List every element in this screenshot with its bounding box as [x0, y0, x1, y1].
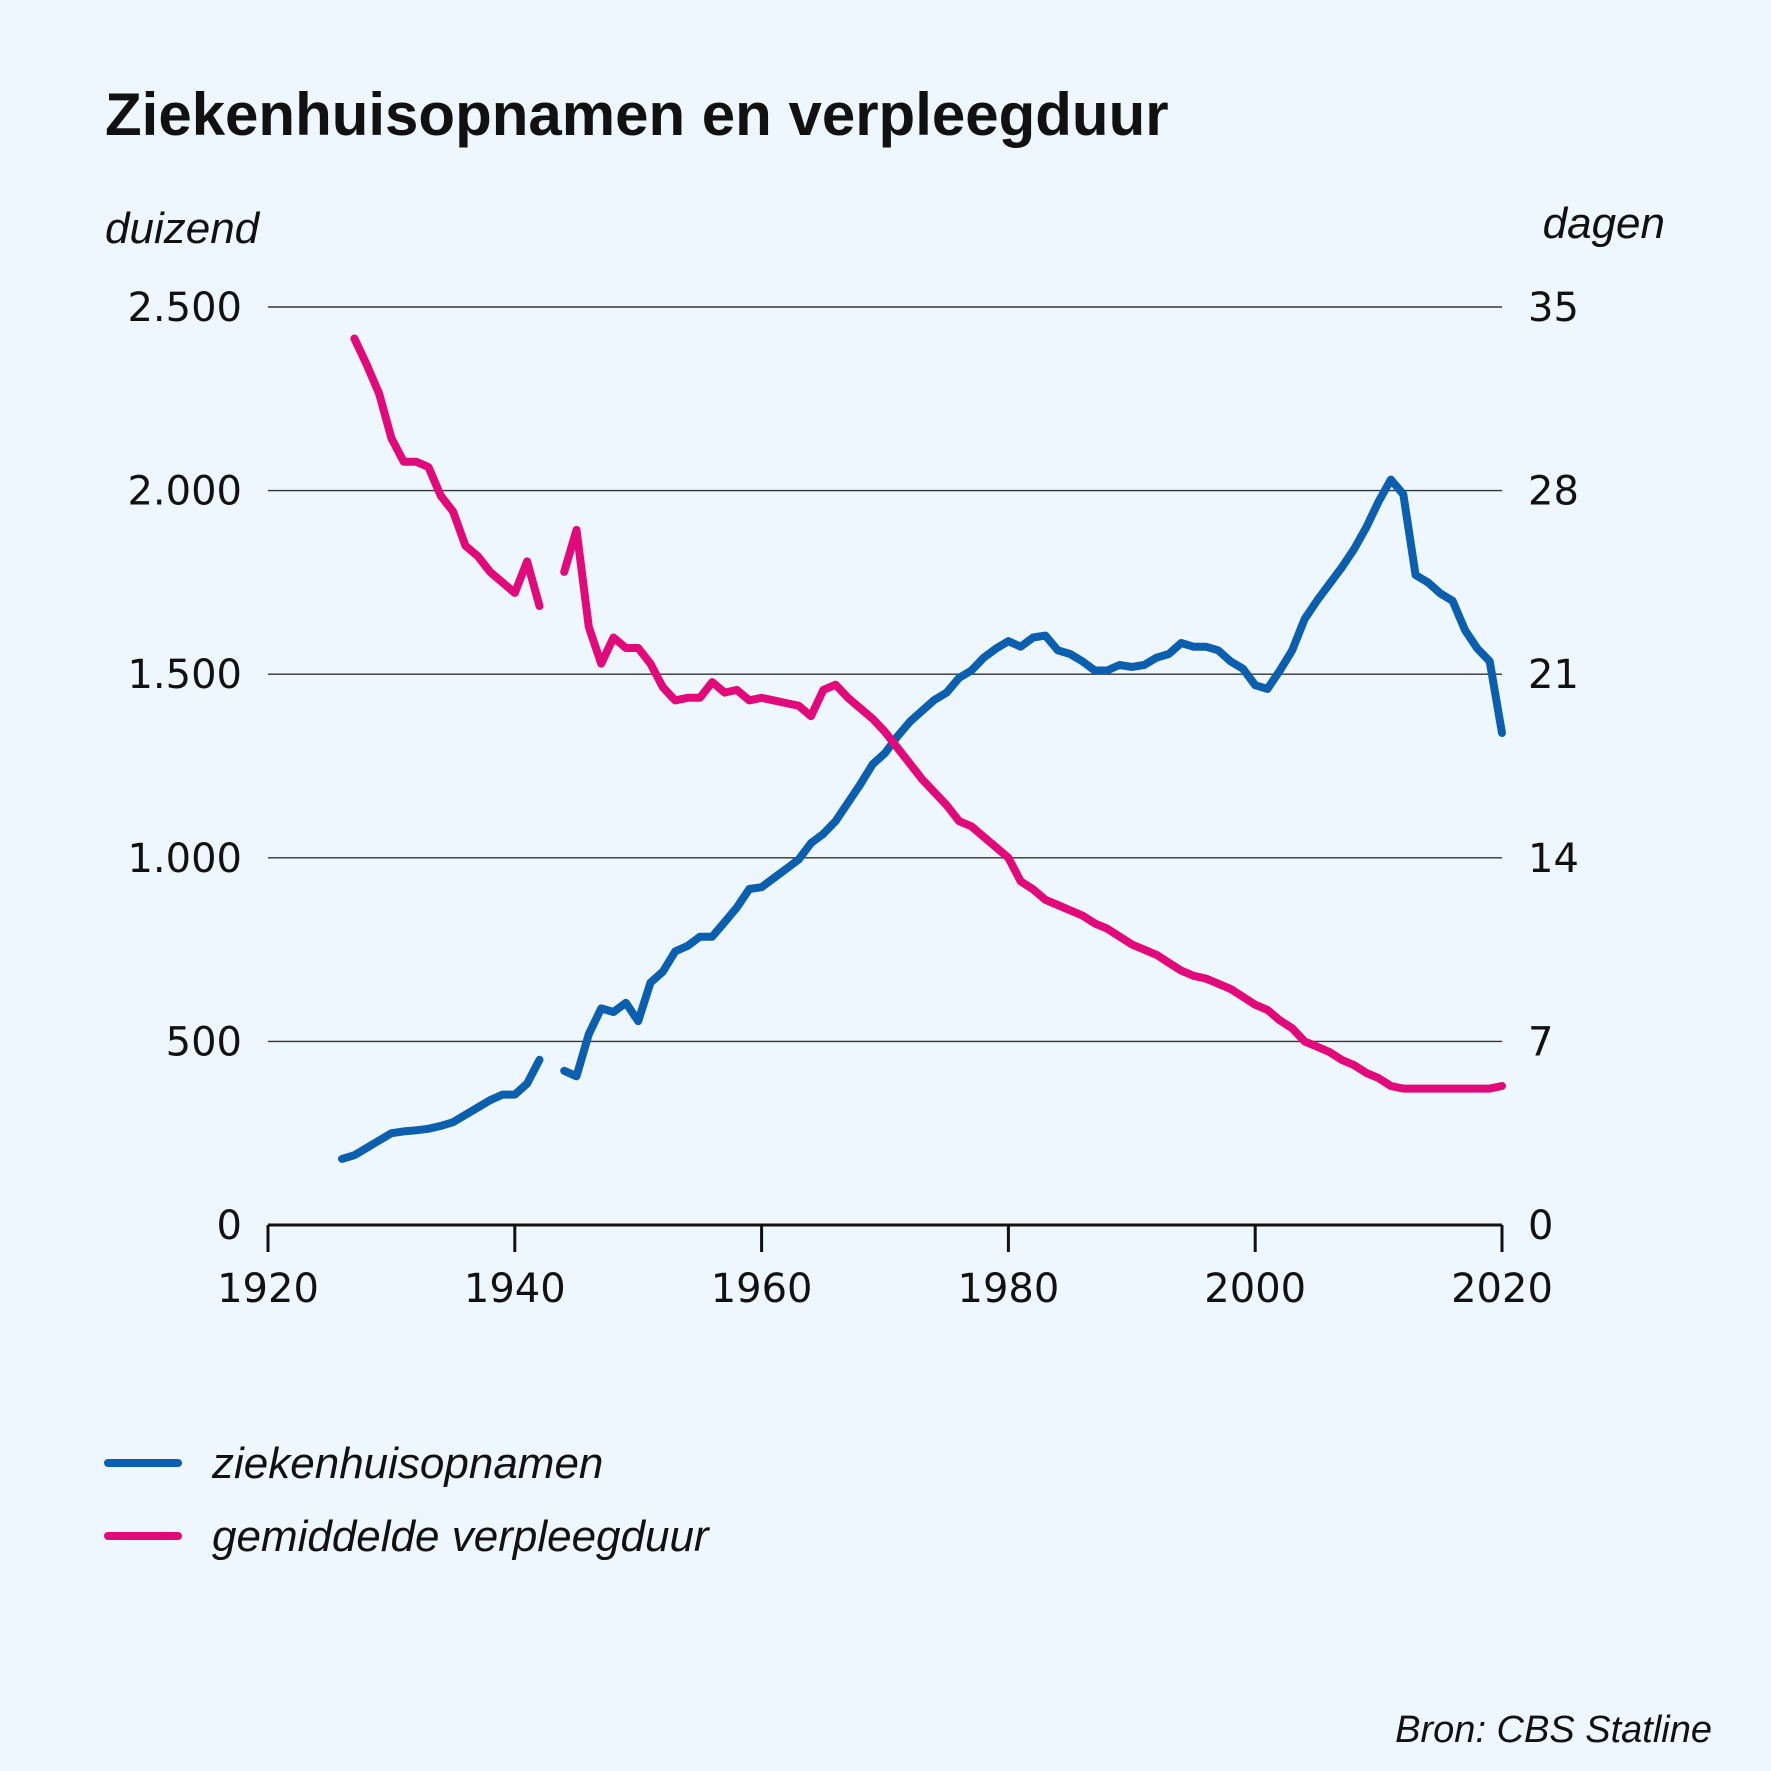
legend-label-ziekenhuisopnamen: ziekenhuisopnamen [211, 1439, 603, 1488]
series-line-verpleegduur [560, 525, 1506, 1093]
y-left-tick-label: 0 [217, 1203, 242, 1249]
legend: ziekenhuisopnamen gemiddelde verpleegduu… [104, 1439, 711, 1561]
y-right-tick-label: 28 [1528, 469, 1579, 515]
y-left-tick-label: 2.000 [127, 469, 242, 515]
axes: 0 500 1.000 1.500 2.000 2.500 0 7 14 21 28 35 1920 19… [127, 285, 1578, 1312]
x-tick-label: 2020 [1451, 1266, 1553, 1312]
y-left-tick-label: 2.500 [127, 285, 242, 331]
y-left-tick-label: 500 [166, 1019, 242, 1065]
y-right-tick-label: 21 [1528, 652, 1579, 698]
series-line-ziekenhuisopnamen [338, 1055, 544, 1163]
legend-label-verpleegduur: gemiddelde verpleegduur [212, 1512, 711, 1561]
series-line-ziekenhuisopnamen [560, 475, 1506, 1081]
y-right-tick-label: 0 [1528, 1203, 1553, 1249]
y-right-tick-label: 35 [1528, 285, 1579, 331]
x-tick-label: 1920 [217, 1266, 319, 1312]
right-axis-unit: dagen [1543, 199, 1665, 248]
x-tick-label: 2000 [1204, 1266, 1306, 1312]
x-tick-label: 1960 [711, 1266, 813, 1312]
gridlines [268, 306, 1502, 1043]
series-line-verpleegduur [350, 334, 544, 610]
series-lines [338, 334, 1506, 1163]
x-tick-label: 1940 [464, 1266, 566, 1312]
y-right-tick-label: 7 [1528, 1019, 1553, 1065]
y-left-tick-label: 1.500 [127, 652, 242, 698]
x-tick-label: 1980 [958, 1266, 1060, 1312]
chart-title: Ziekenhuisopnamen en verpleegduur [105, 81, 1169, 148]
y-right-tick-label: 14 [1528, 836, 1579, 882]
y-left-tick-label: 1.000 [127, 836, 242, 882]
source-note: Bron: CBS Statline [1395, 1709, 1712, 1751]
left-axis-unit: duizend [105, 204, 261, 253]
